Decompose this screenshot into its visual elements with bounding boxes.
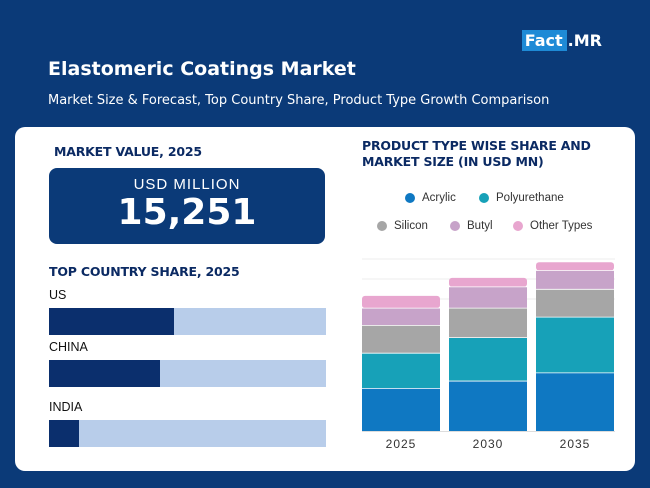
x-tick-label-2025: 2025 bbox=[386, 437, 417, 451]
market-value-number: 15,251 bbox=[117, 192, 257, 233]
market-value-heading: MARKET VALUE, 2025 bbox=[54, 144, 202, 159]
legend-polyurethane-label: Polyurethane bbox=[496, 192, 564, 204]
legend-butyl-label: Butyl bbox=[467, 220, 493, 232]
page-title: Elastomeric Coatings Market bbox=[48, 58, 356, 80]
bar-2025-silicon bbox=[362, 325, 440, 354]
country-bar-us bbox=[49, 308, 326, 335]
stacked-bar-chart: 2025 2030 2035 bbox=[362, 258, 615, 451]
bar-2030-acrylic bbox=[449, 381, 527, 431]
legend-other: Other Types bbox=[513, 220, 592, 232]
country-label-us: US bbox=[49, 288, 67, 302]
bar-2035-acrylic bbox=[536, 372, 614, 431]
legend-polyurethane: Polyurethane bbox=[479, 192, 564, 204]
legend-butyl-dot-icon bbox=[450, 221, 460, 231]
bar-2030-silicon bbox=[449, 308, 527, 338]
bar-2035-silicon bbox=[536, 289, 614, 318]
bar-2025-other-types bbox=[362, 295, 440, 309]
country-label-india: INDIA bbox=[49, 400, 83, 414]
country-bar-china bbox=[49, 360, 326, 387]
bar-2025-polyurethane bbox=[362, 353, 440, 389]
legend-silicon-dot-icon bbox=[377, 221, 387, 231]
bar-2030-polyurethane bbox=[449, 337, 527, 382]
bar-2035-other-types bbox=[536, 262, 614, 271]
country-bar-fill-us bbox=[49, 308, 174, 335]
market-value-box: USD MILLION 15,251 bbox=[49, 168, 325, 244]
legend-silicon: Silicon bbox=[377, 220, 428, 232]
legend-acrylic: Acrylic bbox=[405, 192, 456, 204]
legend-silicon-label: Silicon bbox=[394, 220, 428, 232]
legend-acrylic-dot-icon bbox=[405, 193, 415, 203]
x-tick-label-2035: 2035 bbox=[560, 437, 591, 451]
x-tick-label-2030: 2030 bbox=[473, 437, 504, 451]
factmr-logo: Fact .MR bbox=[521, 30, 602, 51]
country-bar-fill-china bbox=[49, 360, 160, 387]
logo-mr-text: .MR bbox=[567, 31, 602, 50]
bar-2025-butyl bbox=[362, 308, 440, 326]
legend-other-label: Other Types bbox=[530, 220, 593, 232]
bar-2025-acrylic bbox=[362, 388, 440, 431]
legend-acrylic-label: Acrylic bbox=[422, 192, 456, 204]
market-value-unit: USD MILLION bbox=[133, 176, 241, 193]
legend-butyl: Butyl bbox=[450, 220, 493, 232]
country-label-china: CHINA bbox=[49, 340, 88, 354]
legend-polyurethane-dot-icon bbox=[479, 193, 489, 203]
logo-fact-text: Fact bbox=[521, 30, 567, 51]
bar-2035-polyurethane bbox=[536, 317, 614, 373]
country-bar-india bbox=[49, 420, 326, 447]
country-share-heading: TOP COUNTRY SHARE, 2025 bbox=[49, 264, 240, 279]
bar-2030-other-types bbox=[449, 277, 527, 287]
legend-other-dot-icon bbox=[513, 221, 523, 231]
chart-title: PRODUCT TYPE WISE SHARE AND MARKET SIZE … bbox=[362, 138, 591, 169]
bar-2035-butyl bbox=[536, 270, 614, 290]
country-bar-fill-india bbox=[49, 420, 80, 447]
page-subtitle: Market Size & Forecast, Top Country Shar… bbox=[48, 93, 550, 108]
content-panel: MARKET VALUE, 2025 USD MILLION 15,251 TO… bbox=[15, 127, 635, 471]
bar-2030-butyl bbox=[449, 286, 527, 309]
